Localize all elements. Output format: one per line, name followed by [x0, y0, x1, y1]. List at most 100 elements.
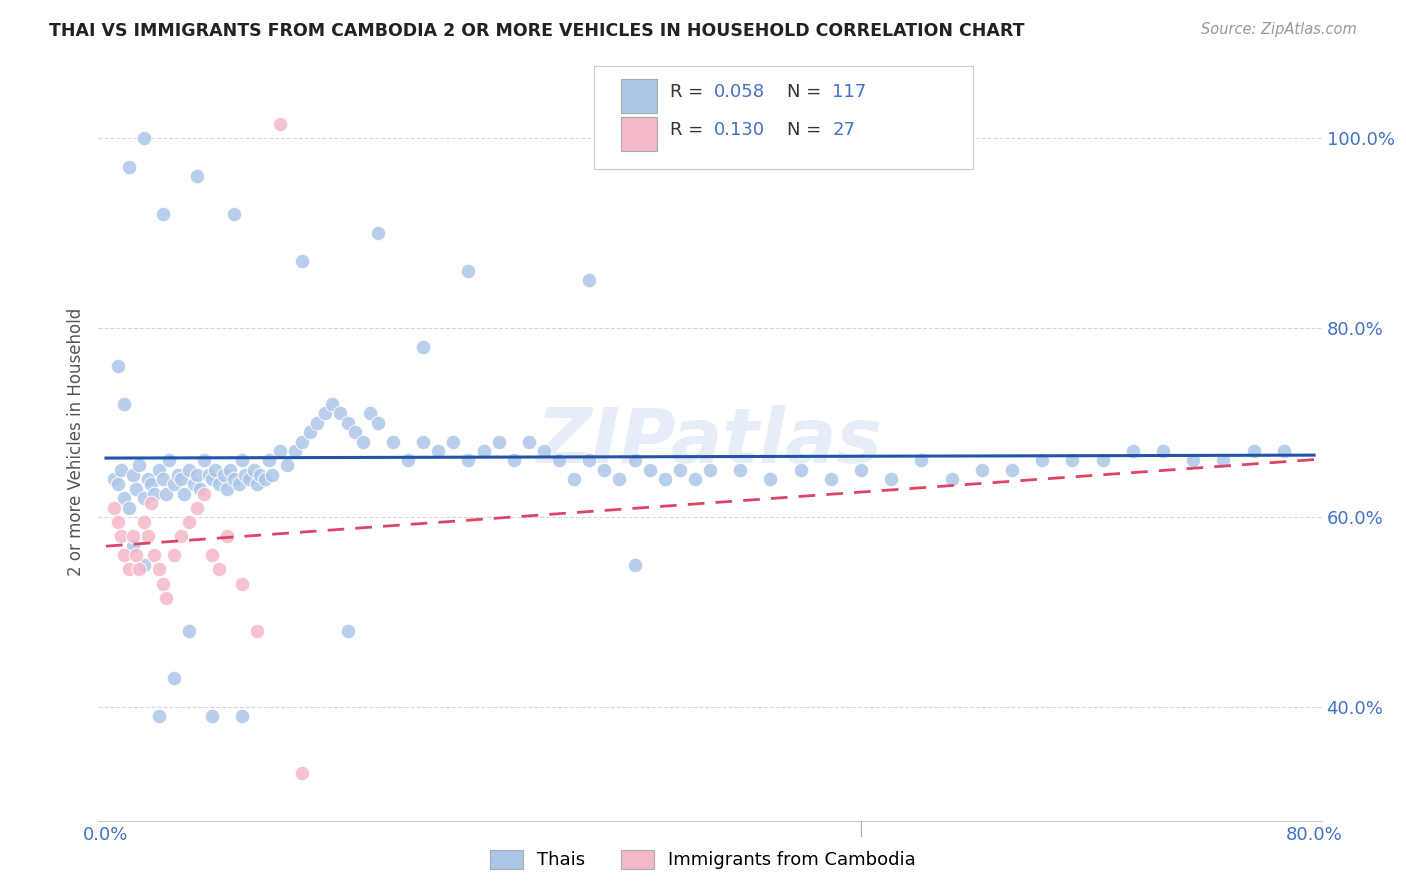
Point: [381, 434, 404, 449]
Point: [107, 515, 129, 529]
Point: [231, 453, 253, 467]
Point: [103, 473, 125, 487]
Point: [412, 340, 434, 354]
Point: [112, 397, 135, 411]
Point: [1001, 463, 1024, 477]
Point: [1243, 444, 1265, 458]
Point: [141, 496, 163, 510]
Point: [188, 482, 211, 496]
Point: [291, 766, 314, 780]
Point: [472, 444, 495, 458]
Point: [336, 624, 359, 639]
Point: [1272, 444, 1295, 458]
Point: [117, 562, 139, 576]
Text: Source: ZipAtlas.com: Source: ZipAtlas.com: [1201, 22, 1357, 37]
Point: [233, 467, 256, 482]
Point: [148, 562, 170, 576]
Point: [218, 463, 240, 477]
Point: [880, 473, 903, 487]
Point: [336, 416, 359, 430]
Point: [517, 434, 540, 449]
Point: [457, 264, 479, 278]
Point: [212, 467, 235, 482]
Point: [638, 463, 661, 477]
Point: [789, 463, 811, 477]
Point: [152, 207, 174, 221]
Point: [208, 477, 231, 491]
Point: [412, 434, 434, 449]
Point: [249, 467, 271, 482]
Text: 117: 117: [832, 83, 866, 101]
Text: ZIPatlas: ZIPatlas: [537, 405, 883, 478]
Point: [173, 486, 195, 500]
Point: [231, 709, 253, 723]
Point: [167, 467, 190, 482]
Point: [170, 529, 193, 543]
Point: [197, 467, 219, 482]
Point: [246, 624, 269, 639]
Point: [970, 463, 993, 477]
Point: [110, 463, 132, 477]
Point: [609, 473, 631, 487]
Point: [125, 548, 148, 563]
Point: [183, 477, 205, 491]
Point: [136, 473, 159, 487]
Point: [157, 453, 180, 467]
Point: [132, 558, 155, 572]
Point: [1122, 444, 1144, 458]
Text: R =: R =: [669, 121, 709, 139]
Point: [117, 160, 139, 174]
Point: [910, 453, 932, 467]
Point: [122, 529, 145, 543]
Point: [257, 453, 280, 467]
Point: [759, 473, 782, 487]
Point: [215, 482, 238, 496]
Point: [231, 576, 253, 591]
Point: [148, 709, 170, 723]
Point: [1182, 453, 1205, 467]
Point: [117, 500, 139, 515]
Point: [441, 434, 464, 449]
Point: [276, 458, 298, 473]
Point: [253, 473, 276, 487]
Point: [488, 434, 510, 449]
Point: [820, 473, 842, 487]
Point: [125, 482, 148, 496]
Point: [669, 463, 692, 477]
Point: [128, 458, 150, 473]
Point: [1212, 453, 1234, 467]
Point: [298, 425, 321, 439]
Point: [112, 491, 135, 506]
Point: [136, 529, 159, 543]
Point: [329, 406, 352, 420]
Point: [321, 397, 343, 411]
Point: [177, 624, 200, 639]
Text: R =: R =: [669, 83, 709, 101]
Point: [152, 576, 174, 591]
Point: [112, 548, 135, 563]
Point: [177, 515, 200, 529]
Point: [654, 473, 676, 487]
Point: [427, 444, 450, 458]
FancyBboxPatch shape: [593, 66, 973, 169]
Point: [623, 558, 645, 572]
Point: [103, 500, 125, 515]
Point: [352, 434, 374, 449]
Point: [128, 562, 150, 576]
Point: [849, 463, 872, 477]
Point: [683, 473, 706, 487]
Point: [562, 473, 585, 487]
Point: [1091, 453, 1114, 467]
Point: [344, 425, 367, 439]
Point: [457, 453, 479, 467]
Point: [578, 273, 600, 287]
Point: [307, 416, 329, 430]
Point: [132, 131, 155, 145]
Point: [533, 444, 555, 458]
Point: [186, 169, 208, 184]
Point: [314, 406, 336, 420]
Point: [186, 500, 208, 515]
Point: [107, 477, 129, 491]
Point: [163, 548, 186, 563]
Point: [215, 529, 238, 543]
